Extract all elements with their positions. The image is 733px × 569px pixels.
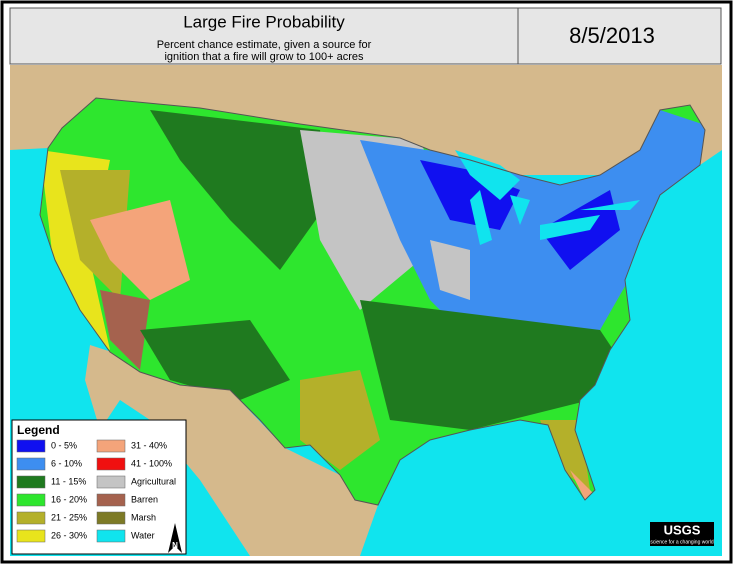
logo: USGS science for a changing world — [650, 522, 714, 546]
great-lakes — [455, 150, 640, 245]
canada — [10, 65, 722, 175]
north-label: N — [172, 541, 178, 550]
fire-zone — [150, 110, 330, 270]
arrow — [168, 523, 182, 553]
logo-bg — [650, 522, 714, 546]
legend-swatch — [96, 439, 126, 453]
subtitle: ignition that a fire will grow to 100+ a… — [164, 51, 364, 63]
legend-label: Water — [131, 530, 155, 540]
legend-label: Barren — [131, 494, 158, 504]
fire-zone — [140, 320, 290, 400]
legend-label: 0 - 5% — [51, 440, 77, 450]
legend-swatch — [16, 439, 46, 453]
fire-zone — [570, 470, 595, 500]
legend-swatch — [96, 475, 126, 489]
fire-zone — [90, 200, 190, 300]
logo-name: USGS — [664, 522, 701, 537]
legend-swatch — [16, 511, 46, 525]
legend-label: Agricultural — [131, 476, 176, 486]
subtitle: Percent chance estimate, given a source … — [157, 39, 372, 51]
legend-label: 21 - 25% — [51, 512, 87, 522]
legend-label: 11 - 15% — [51, 476, 86, 486]
legend-label: Marsh — [131, 512, 156, 522]
title-box — [9, 7, 519, 65]
legend: Legend 0 - 5% 6 - 10% 11 - 15% 16 - 20% 21 -… — [11, 419, 187, 555]
legend-label: 41 - 100% — [131, 458, 172, 468]
legend-swatch — [96, 529, 126, 543]
date-box — [517, 7, 722, 65]
fire-zone — [100, 290, 150, 370]
legend-swatch — [96, 457, 126, 471]
legend-label: 31 - 40% — [131, 440, 167, 450]
legend-swatch — [96, 511, 126, 525]
us-outline — [39, 97, 706, 506]
legend-label: 26 - 30% — [51, 530, 87, 540]
north-arrow: N — [168, 523, 182, 553]
legend-title: Legend — [17, 423, 60, 437]
fire-zone — [430, 240, 470, 300]
legend-swatch — [16, 475, 46, 489]
legend-label: 16 - 20% — [51, 494, 87, 504]
fire-zone — [360, 300, 620, 430]
fire-zone — [300, 370, 380, 470]
title: Large Fire Probability — [183, 12, 345, 31]
legend-swatch — [16, 493, 46, 507]
legend-swatch — [16, 529, 46, 543]
logo-tagline: science for a changing world — [650, 539, 714, 545]
date: 8/5/2013 — [569, 23, 655, 48]
legend-swatch — [96, 493, 126, 507]
legend-items: 0 - 5% 6 - 10% 11 - 15% 16 - 20% 21 - 25% 26 … — [16, 439, 176, 543]
fire-zone — [60, 170, 130, 300]
legend-label: 6 - 10% — [51, 458, 82, 468]
mexico — [85, 345, 378, 556]
fire-zone — [420, 160, 520, 230]
legend-swatch — [16, 457, 46, 471]
